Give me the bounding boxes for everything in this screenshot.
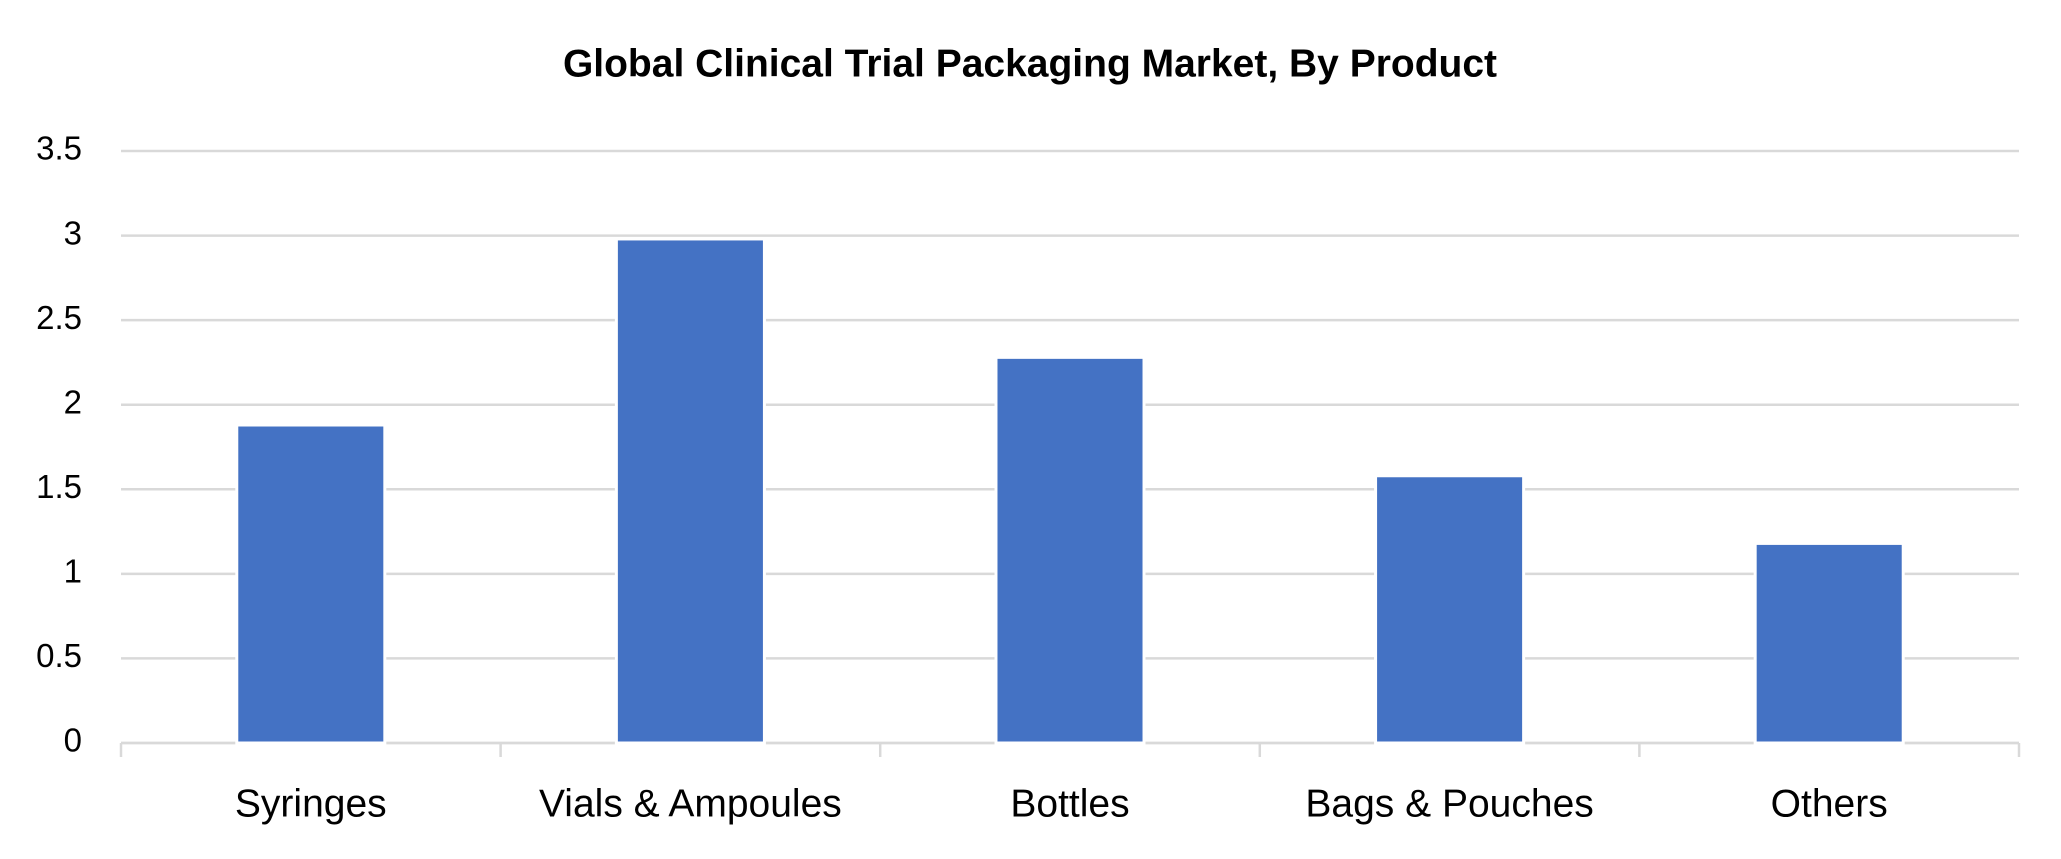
chart-title: Global Clinical Trial Packaging Market, … — [563, 42, 1497, 85]
y-tick-label: 2 — [64, 383, 82, 420]
y-tick-label: 0 — [64, 722, 82, 759]
x-tick-label: Bottles — [1010, 782, 1129, 825]
x-tick-label: Syringes — [235, 782, 387, 825]
bar — [994, 355, 1146, 745]
y-tick-label: 2.5 — [36, 299, 82, 336]
y-tick-label: 3 — [64, 214, 82, 251]
x-tick-label: Others — [1771, 782, 1888, 825]
bar — [1753, 541, 1905, 745]
x-tick-label: Bags & Pouches — [1305, 782, 1593, 825]
y-tick-label: 3.5 — [36, 130, 82, 167]
x-tick-label: Vials & Ampoules — [539, 782, 842, 825]
bar — [614, 237, 766, 745]
bar — [1374, 474, 1526, 745]
bar — [235, 423, 387, 745]
y-tick-label: 1.5 — [36, 468, 82, 505]
y-tick-label: 1 — [64, 553, 82, 590]
y-tick-label: 0.5 — [36, 637, 82, 674]
